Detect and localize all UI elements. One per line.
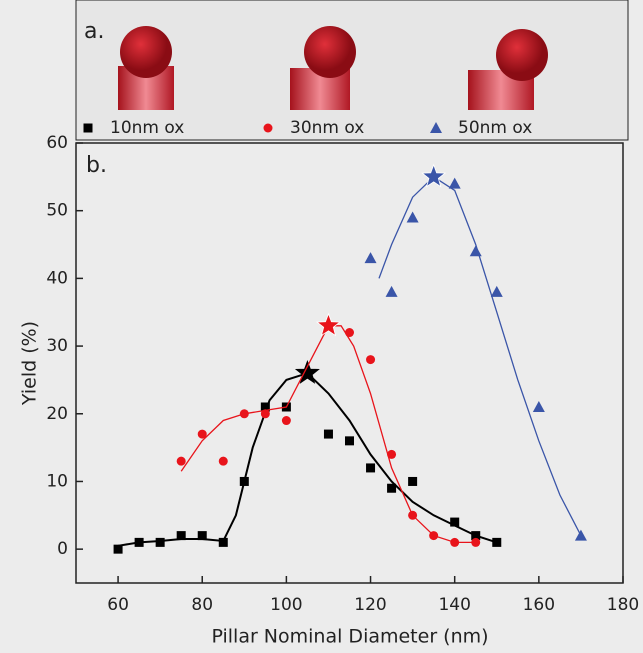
legend-label: 50nm ox — [458, 118, 532, 138]
data-point — [218, 456, 228, 466]
legend-marker — [263, 123, 273, 133]
y-tick-label: 10 — [46, 471, 68, 491]
x-tick-label: 80 — [191, 595, 213, 615]
data-point — [450, 537, 460, 547]
data-point — [429, 531, 439, 541]
data-point — [176, 531, 186, 541]
x-tick-label: 120 — [354, 595, 386, 615]
data-point — [450, 517, 460, 527]
data-point — [366, 463, 376, 473]
y-tick-label: 50 — [46, 201, 68, 221]
legend-marker — [83, 123, 93, 133]
data-point — [239, 476, 249, 486]
data-point — [385, 285, 398, 297]
illustration — [118, 26, 548, 110]
y-tick-label: 30 — [46, 336, 68, 356]
panel-label: b. — [86, 153, 107, 178]
data-point — [281, 416, 291, 426]
x-tick-label: 100 — [270, 595, 302, 615]
data-point — [408, 476, 418, 486]
data-point — [387, 449, 397, 459]
data-point — [366, 355, 376, 365]
fit-line — [117, 372, 498, 547]
fit-line — [378, 175, 582, 536]
x-tick-label: 140 — [438, 595, 470, 615]
data-point — [492, 537, 502, 547]
plot-frame — [75, 142, 624, 584]
data-point — [345, 328, 354, 338]
x-tick-label: 60 — [107, 595, 129, 615]
data-point — [408, 510, 418, 520]
data-point — [113, 544, 123, 554]
star-marker — [421, 163, 447, 188]
star-marker — [294, 360, 320, 384]
data-point — [197, 429, 207, 439]
data-point — [134, 537, 144, 547]
data-point — [387, 483, 397, 493]
panel-label: a. — [84, 19, 104, 44]
star-marker — [315, 312, 341, 337]
y-tick-label: 60 — [46, 133, 68, 153]
x-axis-title: Pillar Nominal Diameter (nm) — [211, 626, 488, 648]
data-point — [176, 456, 186, 466]
y-axis-title: Yield (%) — [19, 321, 41, 406]
x-tick-label: 180 — [607, 595, 639, 615]
data-point — [155, 537, 165, 547]
data-point — [469, 245, 482, 257]
data-point — [218, 537, 228, 547]
data-point — [490, 285, 503, 297]
y-tick-label: 0 — [57, 539, 68, 559]
data-point — [197, 531, 207, 541]
y-tick-label: 20 — [46, 404, 68, 424]
data-point — [574, 529, 587, 541]
legend-label: 30nm ox — [290, 118, 364, 138]
data-point — [471, 537, 481, 547]
data-point — [323, 429, 333, 439]
data-point — [364, 252, 377, 264]
y-tick-label: 40 — [46, 268, 68, 288]
data-point — [471, 531, 481, 541]
data-point — [260, 409, 270, 419]
data-point — [532, 401, 545, 412]
data-point — [345, 436, 354, 446]
legend-label: 10nm ox — [110, 118, 184, 138]
data-point — [239, 409, 249, 419]
data-point — [260, 402, 270, 412]
data-point — [448, 177, 461, 189]
x-tick-label: 160 — [523, 595, 555, 615]
data-point — [406, 211, 419, 223]
legend-marker — [430, 122, 442, 133]
